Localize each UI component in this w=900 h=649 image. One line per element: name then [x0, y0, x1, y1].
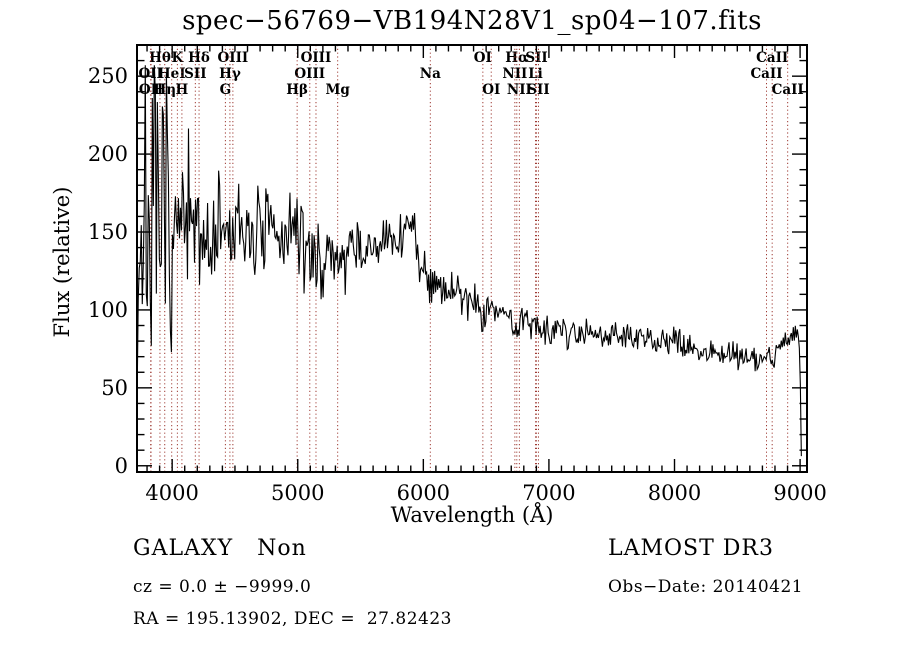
- ra-dec-label: RA = 195.13902, DEC = 27.82423: [133, 609, 452, 629]
- spectral-line-label: Na: [420, 66, 441, 82]
- y-tick-label: 150: [88, 220, 128, 244]
- spectral-line-label: G: [220, 82, 232, 98]
- plot-frame: [136, 44, 808, 473]
- obs-date-label: Obs−Date: 20140421: [608, 577, 804, 597]
- x-tick-label: 6000: [397, 481, 450, 505]
- x-tick-label: 8000: [648, 481, 701, 505]
- spectral-line-label: Li: [528, 66, 543, 82]
- x-tick-label: 4000: [145, 481, 198, 505]
- spectral-line-label: OIII: [294, 66, 325, 82]
- spectral-line-label: OI: [482, 82, 500, 98]
- spectral-line-label: Hβ: [286, 82, 308, 98]
- x-axis-title: Wavelength (Å): [390, 503, 554, 527]
- spectral-line-label: SII: [525, 50, 547, 66]
- spectral-line-label: NII: [502, 66, 527, 82]
- spectral-line-label: OIII: [301, 50, 332, 66]
- spectral-line-label: CaII: [772, 82, 804, 98]
- spectral-line-label: H: [176, 82, 189, 98]
- x-tick-label: 9000: [773, 481, 826, 505]
- spectral-line-label: CaII: [756, 50, 788, 66]
- survey-label: LAMOST DR3: [608, 536, 774, 561]
- spectral-line-label: Hγ: [219, 66, 241, 82]
- spectral-line-label: K: [172, 50, 185, 66]
- spectral-line-label: Hθ: [149, 50, 171, 66]
- classification-label: GALAXY Non: [133, 536, 307, 561]
- y-tick-label: 250: [88, 64, 128, 88]
- spectral-line-label: SII: [527, 82, 549, 98]
- spectral-line-label: Hα: [505, 50, 529, 66]
- y-tick-label: 0: [115, 454, 128, 478]
- spectral-line-label: OII: [138, 66, 162, 82]
- spectrum-trace: [136, 65, 802, 457]
- plot-title: spec−56769−VB194N28V1_sp04−107.fits: [182, 6, 762, 36]
- x-tick-label: 5000: [271, 481, 324, 505]
- spectral-line-label: Mg: [325, 82, 350, 98]
- cz-value-label: cz = 0.0 ± −9999.0: [133, 577, 312, 597]
- y-tick-label: 200: [88, 142, 128, 166]
- y-tick-label: 50: [101, 376, 128, 400]
- x-tick-label: 7000: [522, 481, 575, 505]
- spectral-line-label: Hη: [153, 82, 176, 98]
- spectral-line-label: SII: [184, 66, 206, 82]
- y-tick-label: 100: [88, 298, 128, 322]
- spectral-line-label: CaII: [750, 66, 782, 82]
- spectral-line-label: Hδ: [188, 50, 210, 66]
- spectral-line-label: NII: [507, 82, 532, 98]
- spectral-line-label: OIII: [218, 50, 249, 66]
- spectral-line-label: OI: [474, 50, 492, 66]
- spectral-line-label: HeI: [158, 66, 186, 82]
